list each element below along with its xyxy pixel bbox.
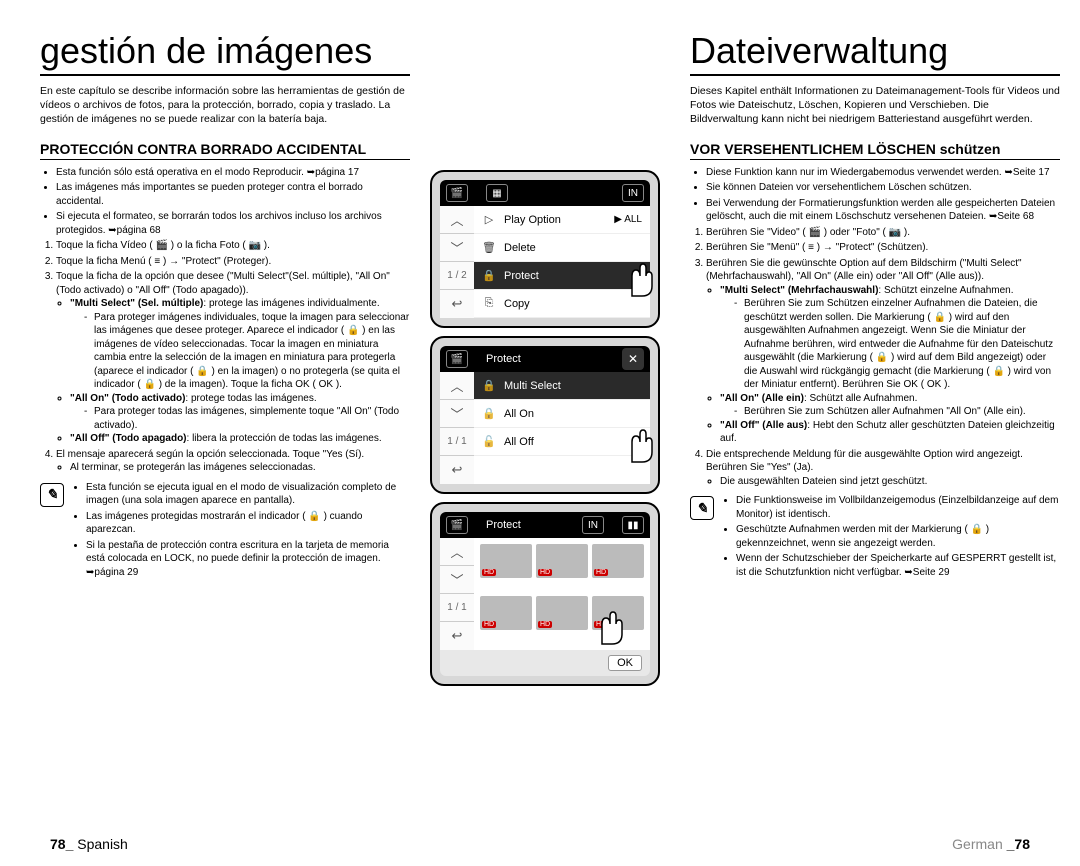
menu-delete[interactable]: 🗑Delete [474, 234, 650, 262]
spanish-column: gestión de imágenes En este capítulo se … [40, 30, 410, 846]
thumb[interactable] [480, 544, 532, 578]
bullets-de: Diese Funktion kann nur im Wiedergabemod… [690, 166, 1060, 224]
thumb[interactable] [536, 544, 588, 578]
german-column: Dateiverwaltung Dieses Kapitel enthält I… [690, 30, 1060, 846]
video-tab-icon: 🎬 [446, 516, 468, 534]
back-button[interactable]: ↩ [440, 290, 474, 318]
thumb[interactable] [592, 596, 644, 630]
screen-2: 🎬 Protect ✕ ︿ ﹀ 1 / 1 ↩ 🔒Multi Select 🔒A… [430, 336, 660, 494]
thumb[interactable] [592, 544, 644, 578]
h2-es: PROTECCIÓN CONTRA BORRADO ACCIDENTAL [40, 141, 410, 160]
close-button[interactable]: ✕ [622, 348, 644, 370]
note-es: ✎ Esta función se ejecuta igual en el mo… [40, 481, 410, 582]
footer-left: 78_ Spanish [50, 836, 128, 852]
intro-es: En este capítulo se describe información… [40, 84, 410, 127]
opt-all-off[interactable]: 🔓All Off [474, 428, 650, 456]
up-button[interactable]: ︿ [440, 372, 474, 400]
thumb[interactable] [480, 596, 532, 630]
n1: Toque la ficha Vídeo ( 🎬 ) o la ficha Fo… [56, 239, 410, 253]
title-es: gestión de imágenes [40, 30, 410, 76]
device-screens: 🎬 ▦ IN ︿ ﹀ 1 / 2 ↩ ▷Play Option▶ ALL 🗑De… [430, 30, 670, 846]
page-indicator: 1 / 2 [440, 262, 474, 290]
screen2-title: Protect [486, 353, 521, 365]
battery-icon: ▮▮ [622, 516, 644, 534]
up-button[interactable]: ︿ [440, 206, 474, 234]
n4: El mensaje aparecerá según la opción sel… [56, 448, 410, 475]
note-icon: ✎ [690, 496, 714, 520]
page-indicator: 1 / 1 [440, 594, 474, 622]
screen3-title: Protect [486, 519, 521, 531]
opt-multi-select[interactable]: 🔒Multi Select [474, 372, 650, 400]
back-button[interactable]: ↩ [440, 456, 474, 484]
steps-es: Toque la ficha Vídeo ( 🎬 ) o la ficha Fo… [40, 239, 410, 475]
bullets-es: Esta función sólo está operativa en el m… [40, 166, 410, 238]
note-icon: ✎ [40, 483, 64, 507]
footer-right: German _78 [952, 836, 1030, 852]
b2: Las imágenes más importantes se pueden p… [56, 181, 410, 208]
storage-icon: IN [622, 184, 644, 202]
screen-1: 🎬 ▦ IN ︿ ﹀ 1 / 2 ↩ ▷Play Option▶ ALL 🗑De… [430, 170, 660, 328]
video-tab-icon: 🎬 [446, 184, 468, 202]
thumbnail-grid [474, 538, 650, 650]
page-indicator: 1 / 1 [440, 428, 474, 456]
menu-protect[interactable]: 🔒Protect [474, 262, 650, 290]
steps-de: Berühren Sie "Video" ( 🎬 ) oder "Foto" (… [690, 226, 1060, 489]
back-button[interactable]: ↩ [440, 622, 474, 650]
down-button[interactable]: ﹀ [440, 234, 474, 262]
up-button[interactable]: ︿ [440, 538, 474, 566]
photo-tab-icon: ▦ [486, 184, 508, 202]
n2: Toque la ficha Menú ( ≡ ) → "Protect" (P… [56, 255, 410, 269]
b3: Si ejecuta el formateo, se borrarán todo… [56, 210, 410, 237]
menu-copy[interactable]: ⎘Copy [474, 290, 650, 318]
menu-play-option[interactable]: ▷Play Option▶ ALL [474, 206, 650, 234]
screen-3: 🎬 Protect IN ▮▮ ︿ ﹀ 1 / 1 ↩ [430, 502, 660, 686]
h2-de: VOR VERSEHENTLICHEM LÖSCHEN schützen [690, 141, 1060, 160]
b1: Esta función sólo está operativa en el m… [56, 166, 410, 180]
thumb[interactable] [536, 596, 588, 630]
video-tab-icon: 🎬 [446, 350, 468, 368]
title-de: Dateiverwaltung [690, 30, 1060, 76]
opt-all-on[interactable]: 🔒All On [474, 400, 650, 428]
ok-button[interactable]: OK [608, 655, 642, 671]
down-button[interactable]: ﹀ [440, 400, 474, 428]
note-de: ✎ Die Funktionsweise im Vollbildanzeigem… [690, 494, 1060, 581]
storage-icon: IN [582, 516, 604, 534]
down-button[interactable]: ﹀ [440, 566, 474, 594]
n3: Toque la ficha de la opción que desee ("… [56, 270, 410, 446]
intro-de: Dieses Kapitel enthält Informationen zu … [690, 84, 1060, 127]
